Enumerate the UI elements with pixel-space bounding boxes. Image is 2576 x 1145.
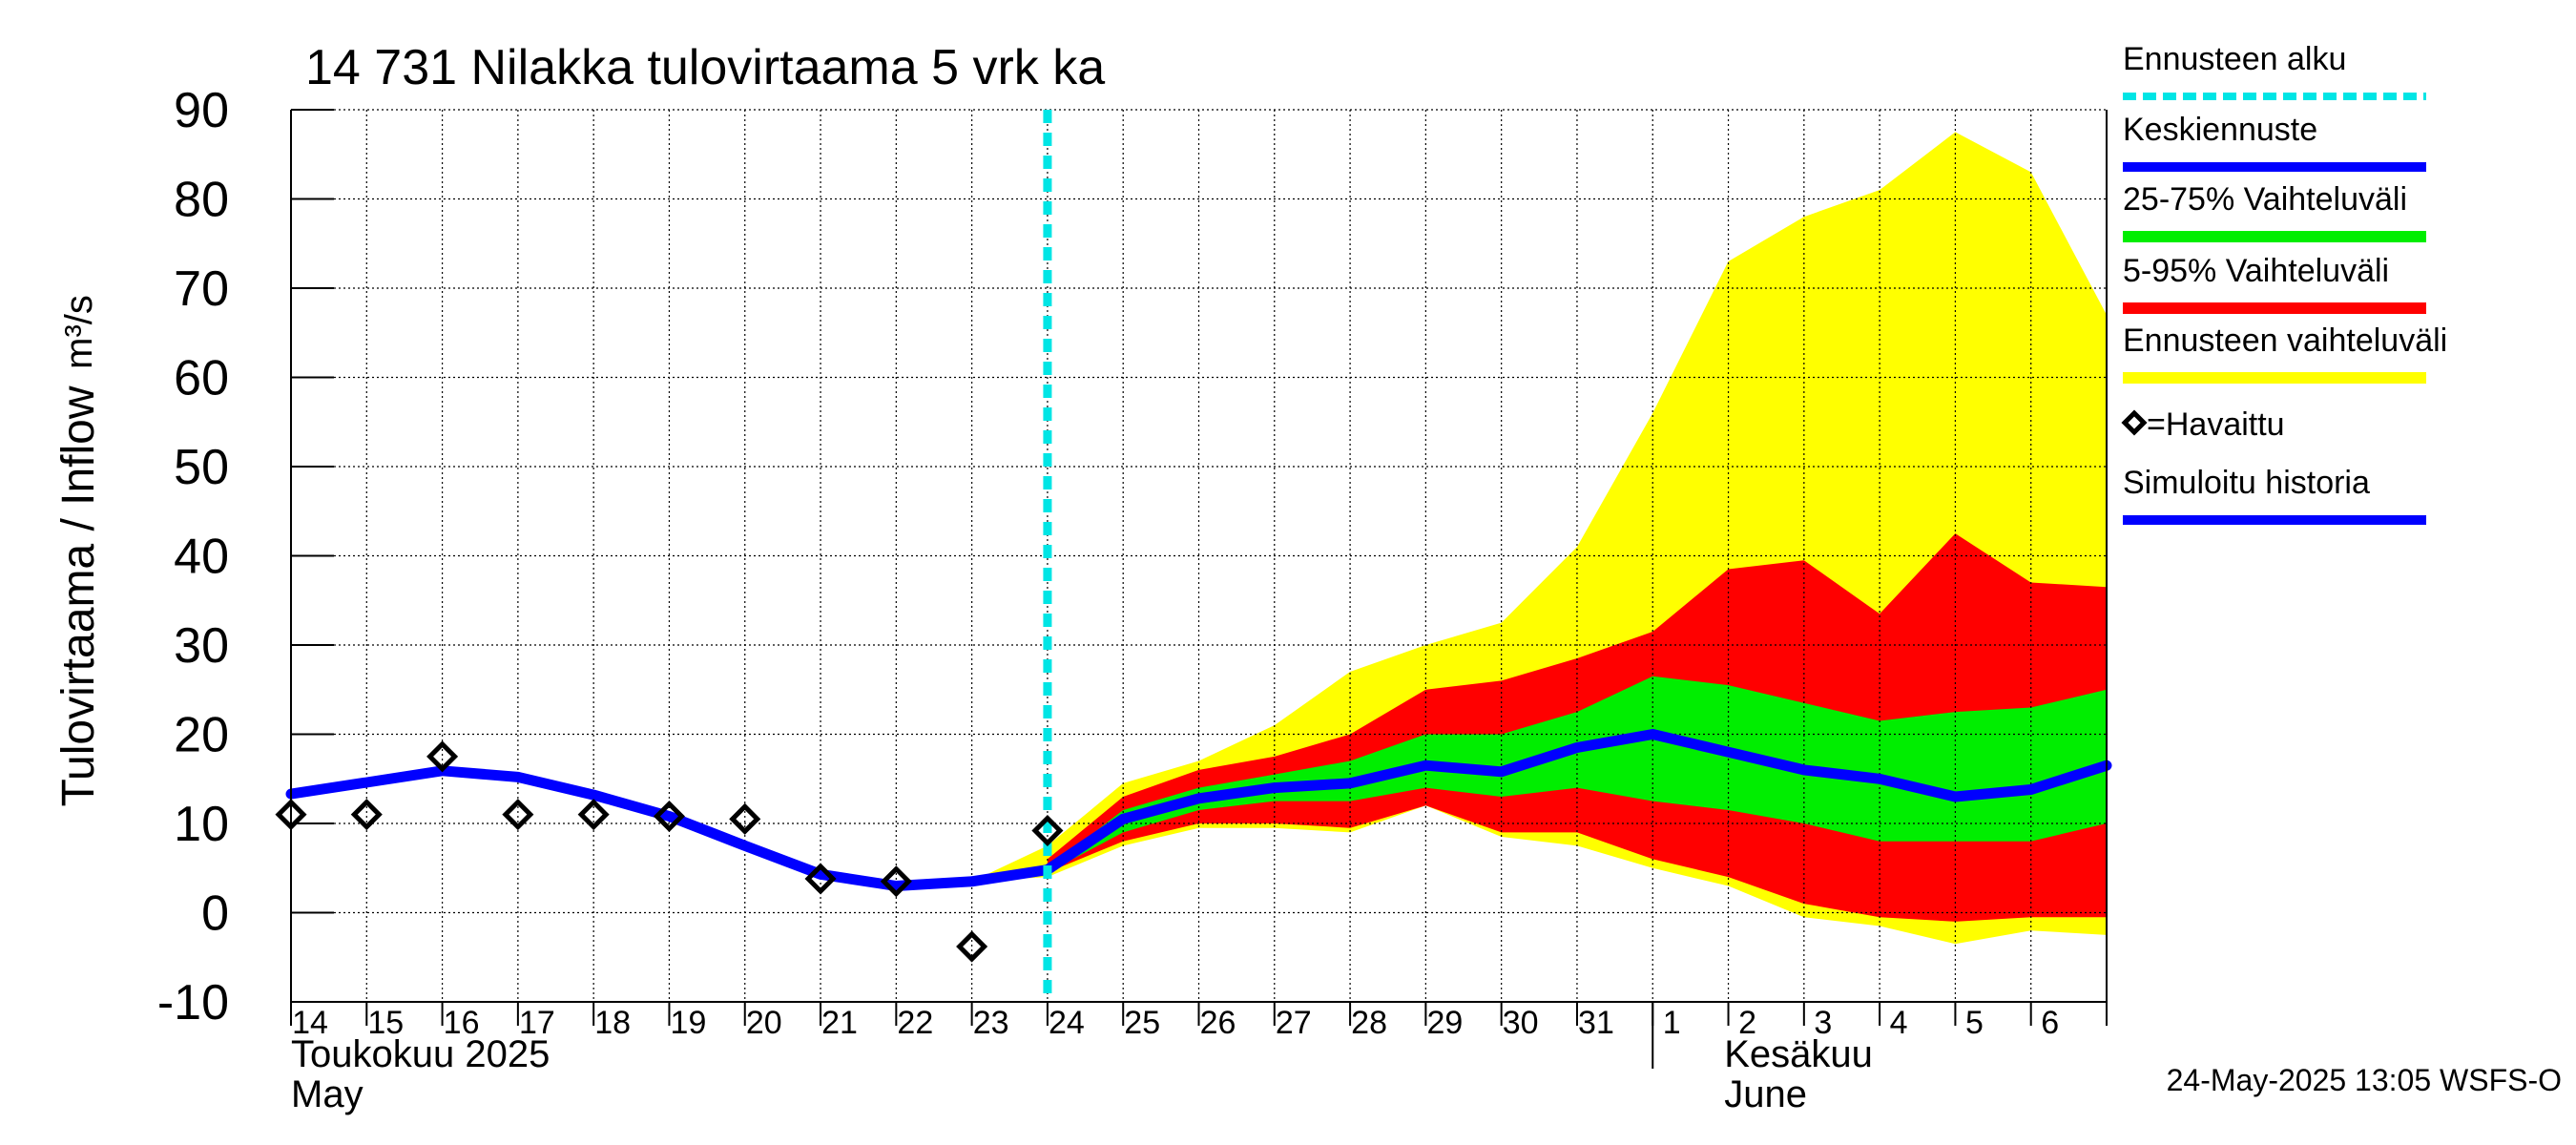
y-tick-label: -10 [157,975,229,1030]
line-keskiennuste [1042,729,2112,876]
x-tick-label: 29 [1426,1005,1463,1041]
chart-title: 14 731 Nilakka tulovirtaama 5 vrk ka [305,40,1105,95]
forecast-bands [971,132,2107,945]
x-tick-label: 26 [1200,1005,1236,1041]
x-tick-label: 18 [594,1005,631,1041]
x-tick-label: 19 [671,1005,707,1041]
x-tick-label: 17 [519,1005,555,1041]
x-tick-label: 2 [1738,1005,1756,1041]
observed-markers [275,740,1064,963]
x-tick-label: 22 [897,1005,933,1041]
x-tick-label: 3 [1814,1005,1832,1041]
legend-item-5-95-vaihteluv-li-label: 5-95% Vaihteluväli [2123,253,2389,289]
legend-item-ennusteen-vaihteluv-li-swatch [2123,372,2426,384]
legend-item-25-75-vaihteluv-li-label: 25-75% Vaihteluväli [2123,181,2407,218]
y-axis-label: Tulovirtaama / Inflow [53,385,104,806]
y-tick-label: 10 [174,797,229,852]
y-tick-label: 50 [174,440,229,495]
observed-point [956,930,988,963]
observed-point [577,799,610,831]
y-tick-label: 40 [174,530,229,585]
y-tick-label: 30 [174,618,229,674]
x-tick-label: 23 [973,1005,1009,1041]
series-lines [285,110,2112,1002]
legend-item-ennusteen-alku-label: Ennusteen alku [2123,41,2346,77]
x-tick-label: 27 [1276,1005,1312,1041]
x-tick-label: 20 [746,1005,782,1041]
y-tick-label: 70 [174,261,229,317]
month-label-june-en: June [1724,1073,1807,1115]
legend-item-havaittu-label: =Havaittu [2147,406,2285,443]
x-tick-label: 5 [1965,1005,1984,1041]
legend-item-simuloitu-historia-label: Simuloitu historia [2123,465,2370,501]
observed-point [1031,814,1064,847]
observed-point [653,800,685,833]
month-label-may-en: May [291,1073,364,1115]
x-tick-label: 4 [1890,1005,1908,1041]
observed-point [502,799,534,831]
legend-item-ennusteen-vaihteluv-li-label: Ennusteen vaihteluväli [2123,323,2447,359]
y-tick-label: 90 [174,83,229,138]
x-tick-label: 31 [1578,1005,1614,1041]
x-tick-label: 21 [821,1005,858,1041]
x-tick-label: 28 [1351,1005,1387,1041]
x-tick-label: 6 [2041,1005,2059,1041]
y-tick-label: 20 [174,708,229,763]
legend-item-25-75-vaihteluv-li-swatch [2123,231,2426,242]
y-axis-unit: m³/s [58,295,100,369]
legend-item-havaittu-marker [2121,409,2148,436]
x-tick-label: 24 [1049,1005,1085,1041]
y-tick-label: 60 [174,351,229,406]
x-tick-label: 15 [367,1005,404,1041]
x-tick-label: 25 [1124,1005,1160,1041]
y-tick-label: 80 [174,173,229,228]
month-label-may-fi: Toukokuu 2025 [291,1033,550,1075]
legend-item-simuloitu-historia-swatch [2123,515,2426,525]
x-tick-label: 1 [1663,1005,1681,1041]
legend-item-keskiennuste-swatch [2123,162,2426,172]
x-tick-label: 16 [444,1005,480,1041]
legend: Ennusteen alku Keskiennuste 25-75% Vaihtel… [2121,41,2447,525]
x-tick-label: 14 [292,1005,328,1041]
observed-point [729,802,761,835]
grid-lines [290,109,2108,1003]
observed-point [880,865,912,898]
y-tick-label: 0 [201,886,229,942]
line-simuloitu-historia [285,765,1053,891]
observed-point [350,799,383,831]
footer-timestamp: 24-May-2025 13:05 WSFS-O [2167,1063,2562,1097]
legend-item-5-95-vaihteluv-li-swatch [2123,302,2426,314]
observed-point [804,863,837,895]
x-tick-label: 30 [1503,1005,1539,1041]
legend-item-keskiennuste-label: Keskiennuste [2123,112,2317,148]
observed-point [426,740,459,773]
month-label-june-fi: Kesäkuu [1724,1033,1873,1075]
